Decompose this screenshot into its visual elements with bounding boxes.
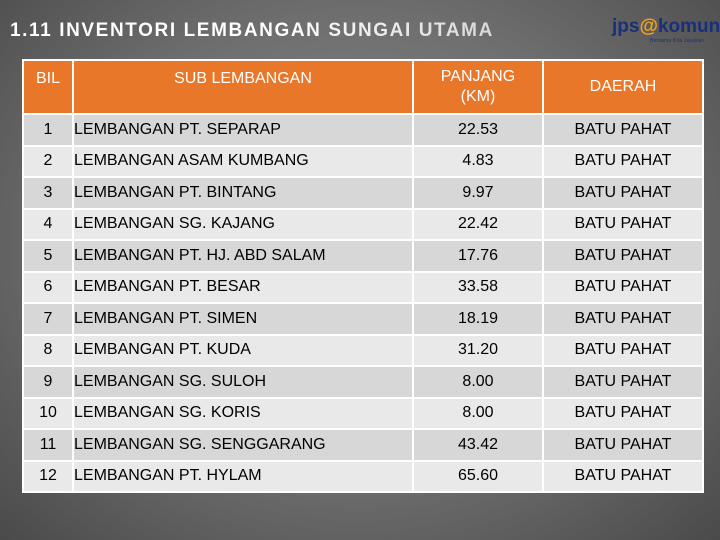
- table-row: 9 LEMBANGAN SG. SULOH 8.00 BATU PAHAT: [22, 365, 704, 399]
- table-row: 3 LEMBANGAN PT. BINTANG 9.97 BATU PAHAT: [22, 176, 704, 210]
- cell-daerah: BATU PAHAT: [542, 333, 704, 367]
- cell-bil: 4: [22, 207, 74, 241]
- inventory-table: BIL SUB LEMBANGAN PANJANG (KM) DAERAH 1 LE…: [22, 59, 704, 493]
- cell-sub-lembangan: LEMBANGAN ASAM KUMBANG: [72, 144, 414, 178]
- table-row: 12 LEMBANGAN PT. HYLAM 65.60 BATU PAHAT: [22, 459, 704, 493]
- cell-panjang: 65.60: [412, 459, 544, 493]
- cell-panjang: 9.97: [412, 176, 544, 210]
- table-header-row: BIL SUB LEMBANGAN PANJANG (KM) DAERAH: [22, 59, 704, 115]
- cell-sub-lembangan: LEMBANGAN PT. SIMEN: [72, 302, 414, 336]
- cell-bil: 12: [22, 459, 74, 493]
- cell-daerah: BATU PAHAT: [542, 239, 704, 273]
- cell-panjang: 4.83: [412, 144, 544, 178]
- table-row: 11 LEMBANGAN SG. SENGGARANG 43.42 BATU PAHA…: [22, 428, 704, 462]
- cell-sub-lembangan: LEMBANGAN PT. BESAR: [72, 270, 414, 304]
- cell-bil: 2: [22, 144, 74, 178]
- cell-daerah: BATU PAHAT: [542, 113, 704, 147]
- cell-bil: 3: [22, 176, 74, 210]
- cell-daerah: BATU PAHAT: [542, 459, 704, 493]
- table-row: 1 LEMBANGAN PT. SEPARAP 22.53 BATU PAHAT: [22, 113, 704, 147]
- table-row: 4 LEMBANGAN SG. KAJANG 22.42 BATU PAHAT: [22, 207, 704, 241]
- cell-bil: 7: [22, 302, 74, 336]
- cell-sub-lembangan: LEMBANGAN SG. SULOH: [72, 365, 414, 399]
- cell-panjang: 18.19: [412, 302, 544, 336]
- header-sub-lembangan: SUB LEMBANGAN: [72, 59, 414, 115]
- slide-title: 1.11 INVENTORI LEMBANGAN SUNGAI UTAMA: [10, 20, 494, 41]
- cell-daerah: BATU PAHAT: [542, 365, 704, 399]
- header-panjang: PANJANG (KM): [412, 59, 544, 115]
- table-row: 2 LEMBANGAN ASAM KUMBANG 4.83 BATU PAHAT: [22, 144, 704, 178]
- cell-sub-lembangan: LEMBANGAN SG. KAJANG: [72, 207, 414, 241]
- cell-sub-lembangan: LEMBANGAN PT. KUDA: [72, 333, 414, 367]
- cell-panjang: 22.42: [412, 207, 544, 241]
- table-row: 7 LEMBANGAN PT. SIMEN 18.19 BATU PAHAT: [22, 302, 704, 336]
- cell-panjang: 8.00: [412, 396, 544, 430]
- cell-sub-lembangan: LEMBANGAN PT. HJ. ABD SALAM: [72, 239, 414, 273]
- cell-bil: 8: [22, 333, 74, 367]
- cell-panjang: 31.20: [412, 333, 544, 367]
- cell-sub-lembangan: LEMBANGAN PT. HYLAM: [72, 459, 414, 493]
- cell-bil: 11: [22, 428, 74, 462]
- cell-bil: 6: [22, 270, 74, 304]
- jps-komuniti-logo: jps@komuniti Bersama Kita Jayakan: [606, 14, 720, 54]
- logo-tagline: Bersama Kita Jayakan: [650, 38, 705, 44]
- cell-daerah: BATU PAHAT: [542, 207, 704, 241]
- cell-sub-lembangan: LEMBANGAN PT. BINTANG: [72, 176, 414, 210]
- cell-panjang: 43.42: [412, 428, 544, 462]
- cell-bil: 9: [22, 365, 74, 399]
- table-row: 5 LEMBANGAN PT. HJ. ABD SALAM 17.76 BATU PA…: [22, 239, 704, 273]
- header-bil: BIL: [22, 59, 74, 115]
- cell-daerah: BATU PAHAT: [542, 302, 704, 336]
- cell-bil: 1: [22, 113, 74, 147]
- table-row: 6 LEMBANGAN PT. BESAR 33.58 BATU PAHAT: [22, 270, 704, 304]
- cell-sub-lembangan: LEMBANGAN SG. KORIS: [72, 396, 414, 430]
- logo-wordmark: jps@komuniti: [612, 16, 720, 37]
- table-row: 8 LEMBANGAN PT. KUDA 31.20 BATU PAHAT: [22, 333, 704, 367]
- header-daerah: DAERAH: [542, 59, 704, 115]
- cell-panjang: 17.76: [412, 239, 544, 273]
- table-row: 10 LEMBANGAN SG. KORIS 8.00 BATU PAHAT: [22, 396, 704, 430]
- cell-daerah: BATU PAHAT: [542, 176, 704, 210]
- cell-daerah: BATU PAHAT: [542, 270, 704, 304]
- cell-panjang: 33.58: [412, 270, 544, 304]
- cell-daerah: BATU PAHAT: [542, 396, 704, 430]
- cell-daerah: BATU PAHAT: [542, 144, 704, 178]
- cell-bil: 5: [22, 239, 74, 273]
- cell-sub-lembangan: LEMBANGAN SG. SENGGARANG: [72, 428, 414, 462]
- cell-bil: 10: [22, 396, 74, 430]
- cell-daerah: BATU PAHAT: [542, 428, 704, 462]
- cell-panjang: 8.00: [412, 365, 544, 399]
- cell-panjang: 22.53: [412, 113, 544, 147]
- cell-sub-lembangan: LEMBANGAN PT. SEPARAP: [72, 113, 414, 147]
